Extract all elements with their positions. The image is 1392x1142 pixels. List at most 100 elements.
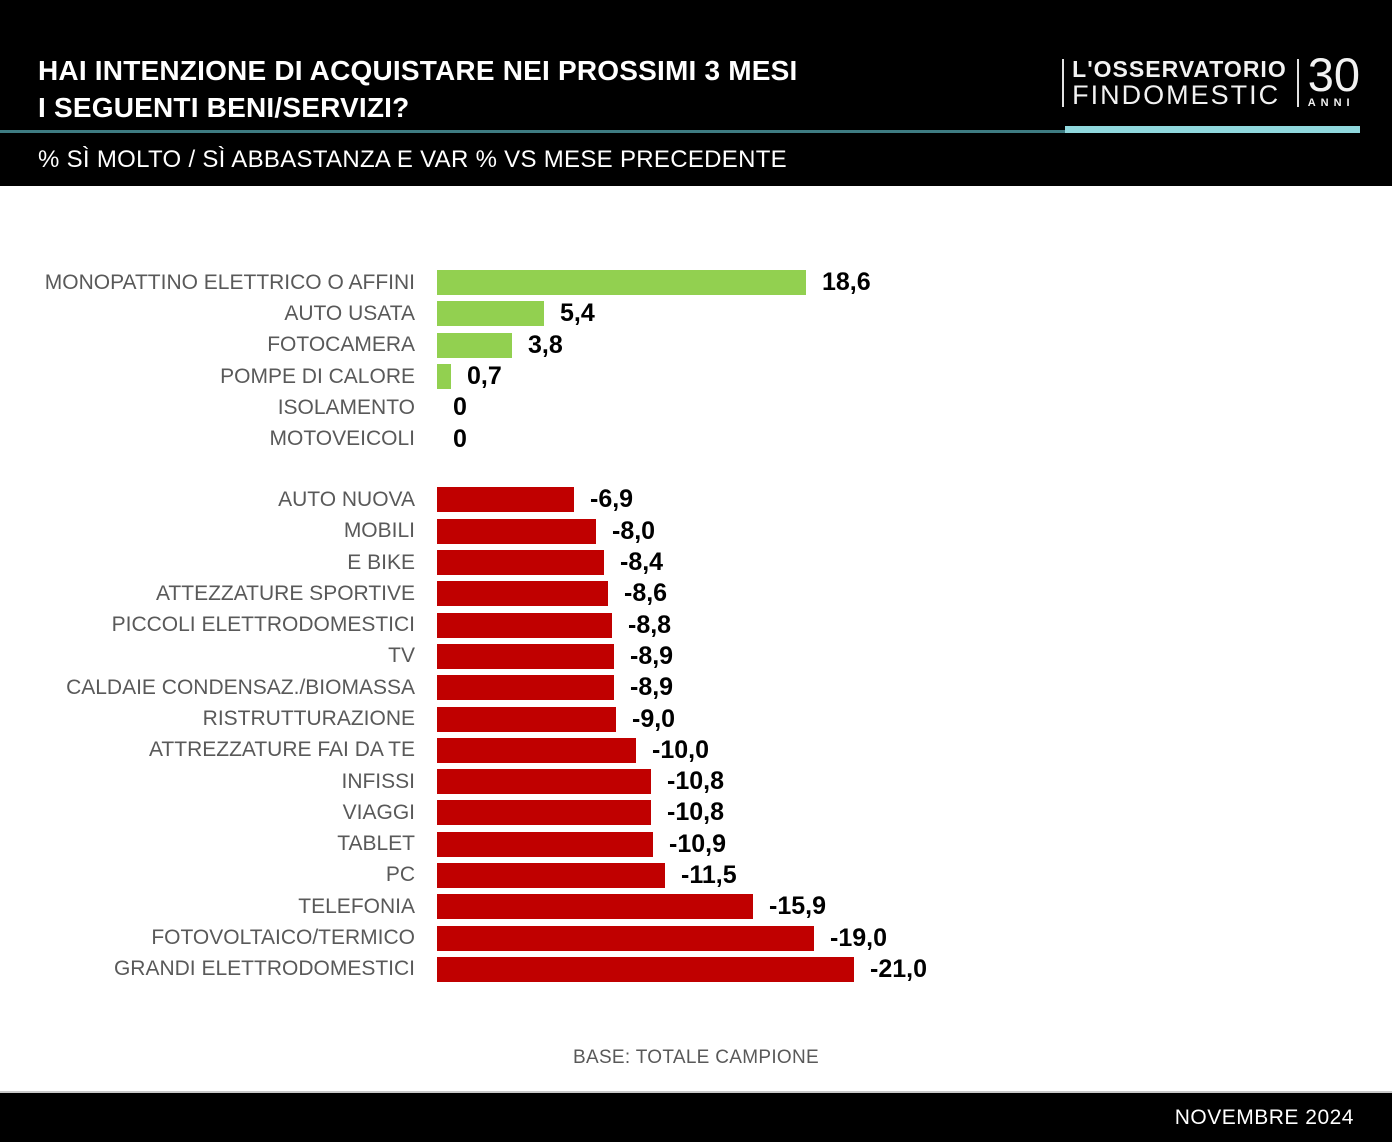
chart-row: POMPE DI CALORE 0,7 xyxy=(0,361,1392,392)
value-label: 18,6 xyxy=(822,268,871,297)
bar-area: -10,8 xyxy=(437,767,724,796)
bar-area: -21,0 xyxy=(437,955,927,984)
divider-line xyxy=(0,130,1065,133)
value-label: -21,0 xyxy=(870,954,927,983)
chart-row: ATTREZZATURE FAI DA TE -10,0 xyxy=(0,735,1392,766)
header-band: HAI INTENZIONE DI ACQUISTARE NEI PROSSIM… xyxy=(0,0,1392,133)
page-title-line2: I SEGUENTI BENI/SERVIZI? xyxy=(38,92,410,123)
chart-row: INFISSI -10,8 xyxy=(0,766,1392,797)
bar-area: -10,8 xyxy=(437,798,724,827)
bar-chart: MONOPATTINO ELETTRICO O AFFINI 18,6 AUTO U… xyxy=(0,267,1392,985)
bar-area: -11,5 xyxy=(437,861,737,890)
page-title-line1: HAI INTENZIONE DI ACQUISTARE NEI PROSSIM… xyxy=(38,55,798,86)
value-label: 3,8 xyxy=(528,330,563,359)
bar-area: -15,9 xyxy=(437,892,826,921)
chart-row: GRANDI ELETTRODOMESTICI -21,0 xyxy=(0,954,1392,985)
negative-bar xyxy=(437,581,608,607)
value-label: -8,8 xyxy=(628,610,672,639)
footer-top-line xyxy=(0,1091,1392,1093)
bar-area: 0 xyxy=(437,393,467,422)
row-label: TV xyxy=(388,644,415,668)
value-label: -10,0 xyxy=(652,735,709,764)
value-label: -11,5 xyxy=(681,860,737,889)
chart-row: PC -11,5 xyxy=(0,860,1392,891)
bar-area: 3,8 xyxy=(437,331,563,360)
value-label: -10,9 xyxy=(669,829,726,858)
bar-area: -10,0 xyxy=(437,736,709,765)
row-label: MOTOVEICOLI xyxy=(269,427,415,451)
negative-bar xyxy=(437,550,604,576)
logo-anniversary-number: 30 xyxy=(1307,48,1360,101)
row-label: GRANDI ELETTRODOMESTICI xyxy=(113,957,415,981)
row-label: AUTO USATA xyxy=(284,301,415,325)
chart-row: FOTOVOLTAICO/TERMICO -19,0 xyxy=(0,922,1392,953)
row-label: CALDAIE CONDENSAZ./BIOMASSA xyxy=(66,675,415,699)
chart-row: CALDAIE CONDENSAZ./BIOMASSA -8,9 xyxy=(0,672,1392,703)
positive-bar xyxy=(437,270,806,296)
bar-area: -8,8 xyxy=(437,611,671,640)
row-label: POMPE DI CALORE xyxy=(220,364,415,388)
bar-area: 0,7 xyxy=(437,362,502,391)
page-title: HAI INTENZIONE DI ACQUISTARE NEI PROSSIM… xyxy=(38,52,797,126)
bar-area: -6,9 xyxy=(437,485,633,514)
value-label: 5,4 xyxy=(560,299,595,328)
negative-bar xyxy=(437,925,814,951)
chart-row: ATTEZZATURE SPORTIVE -8,6 xyxy=(0,578,1392,609)
value-label: -8,9 xyxy=(630,673,674,702)
bar-area: 0 xyxy=(437,425,467,454)
row-label: TABLET xyxy=(337,832,415,856)
bar-area: -8,4 xyxy=(437,548,663,577)
chart-row: AUTO NUOVA -6,9 xyxy=(0,484,1392,515)
chart-row: MOTOVEICOLI 0 xyxy=(0,423,1392,454)
value-label: -15,9 xyxy=(769,892,826,921)
value-label: -6,9 xyxy=(590,485,634,514)
bar-area: -9,0 xyxy=(437,705,675,734)
value-label: -10,8 xyxy=(667,767,724,796)
negative-bar xyxy=(437,487,574,513)
bar-area: -10,9 xyxy=(437,830,726,859)
row-label: PC xyxy=(385,863,415,887)
logo-wordmark: L'OSSERVATORIO FINDOMESTIC xyxy=(1072,55,1287,110)
findomestic-logo: L'OSSERVATORIO FINDOMESTIC 30 ANNI xyxy=(1062,48,1360,110)
bar-area: -8,9 xyxy=(437,673,673,702)
bar-area: 18,6 xyxy=(437,268,871,297)
positive-bar xyxy=(437,301,544,327)
value-label: 0 xyxy=(453,424,467,453)
value-label: 0,7 xyxy=(467,362,502,391)
row-label: INFISSI xyxy=(341,769,415,793)
chart-row: TV -8,9 xyxy=(0,641,1392,672)
positive-bar xyxy=(437,332,512,358)
bar-area: -8,9 xyxy=(437,642,673,671)
footer-band: NOVEMBRE 2024 xyxy=(0,1093,1392,1142)
negative-bar xyxy=(437,737,636,763)
row-label: MONOPATTINO ELETTRICO O AFFINI xyxy=(44,270,415,294)
negative-bar xyxy=(437,769,651,795)
chart-row: MONOPATTINO ELETTRICO O AFFINI 18,6 xyxy=(0,267,1392,298)
negative-bar xyxy=(437,706,616,732)
chart-row: VIAGGI -10,8 xyxy=(0,797,1392,828)
row-label: VIAGGI xyxy=(342,800,415,824)
row-label: FOTOVOLTAICO/TERMICO xyxy=(151,926,415,950)
row-label: TELEFONIA xyxy=(298,894,415,918)
logo-line2: FINDOMESTIC xyxy=(1072,79,1281,110)
chart-row: ISOLAMENTO 0 xyxy=(0,392,1392,423)
bar-area: 5,4 xyxy=(437,299,595,328)
value-label: -8,9 xyxy=(630,641,674,670)
chart-row: AUTO USATA 5,4 xyxy=(0,298,1392,329)
row-label: PICCOLI ELETTRODOMESTICI xyxy=(111,613,415,637)
negative-bar xyxy=(437,643,614,669)
bar-area: -19,0 xyxy=(437,924,887,953)
subtitle-band: % SÌ MOLTO / SÌ ABBASTANZA E VAR % VS ME… xyxy=(0,133,1392,186)
value-label: -8,0 xyxy=(612,516,656,545)
row-label: MOBILI xyxy=(343,519,415,543)
logo-line1: L'OSSERVATORIO xyxy=(1072,55,1287,82)
value-label: -19,0 xyxy=(830,923,887,952)
chart-row: MOBILI -8,0 xyxy=(0,516,1392,547)
logo-anniversary: 30 ANNI xyxy=(1307,48,1360,109)
base-note: BASE: TOTALE CAMPIONE xyxy=(573,1047,819,1068)
chart-row: TELEFONIA -15,9 xyxy=(0,891,1392,922)
value-label: -9,0 xyxy=(632,704,676,733)
logo-separator-right xyxy=(1296,58,1299,107)
chart-row: TABLET -10,9 xyxy=(0,829,1392,860)
chart-subtitle: % SÌ MOLTO / SÌ ABBASTANZA E VAR % VS ME… xyxy=(38,146,787,173)
